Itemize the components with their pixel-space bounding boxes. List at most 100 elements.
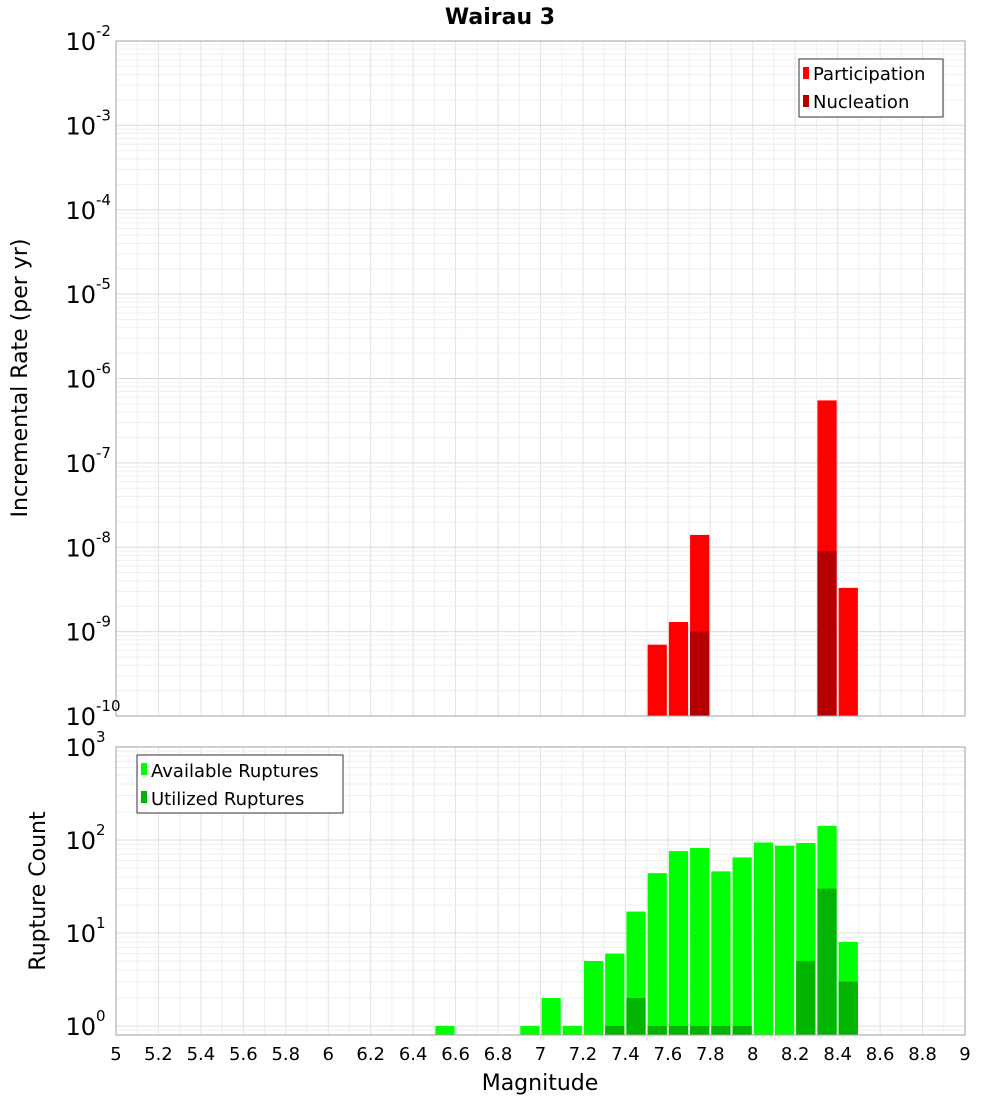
x-tick-label: 6.6: [441, 1044, 470, 1065]
x-tick-label: 6: [323, 1044, 334, 1065]
top-y-tick-label: 10 -2: [65, 22, 111, 56]
top-y-tick-label: 10 -3: [65, 106, 111, 140]
top-y-tick-exp: -3: [96, 106, 111, 124]
top-y-tick-label: 10 -10: [65, 697, 120, 731]
top-y-tick-exp: -10: [96, 697, 121, 715]
top-y-tick-exp: -5: [96, 275, 111, 293]
bottom-bar-available-ruptures: [605, 953, 625, 1035]
bottom-legend: Available Ruptures Utilized Ruptures: [136, 754, 344, 814]
bottom-bar-utilized-ruptures: [838, 981, 858, 1035]
top-y-tick-base: 10: [65, 281, 96, 309]
x-axis-label: Magnitude: [482, 1071, 599, 1096]
bottom-bar-utilized-ruptures: [605, 1025, 625, 1035]
top-y-tick-exp: -9: [96, 613, 111, 631]
nucleation-legend-swatch: [803, 95, 809, 107]
bottom-bar-utilized-ruptures: [732, 1025, 752, 1035]
bottom-bar-available-ruptures: [583, 960, 604, 1035]
bottom-bar-available-ruptures: [541, 997, 561, 1035]
top-y-tick-base: 10: [65, 619, 96, 647]
bottom-bar-utilized-ruptures: [647, 1025, 667, 1035]
x-tick-label: 5: [110, 1044, 121, 1065]
bottom-y-tick-exp: 1: [96, 914, 106, 932]
x-tick-label: 5.8: [271, 1044, 300, 1065]
bottom-legend-box: [136, 754, 344, 814]
bottom-bar-available-ruptures: [668, 851, 689, 1035]
top-y-tick-exp: -7: [96, 444, 111, 462]
x-tick-label: 8: [747, 1044, 758, 1065]
bottom-bar-available-ruptures: [562, 1025, 582, 1035]
top-bar-nucleation: [817, 551, 837, 716]
bottom-y-tick-exp: 0: [96, 1007, 106, 1025]
available-ruptures-legend-label: Available Ruptures: [151, 761, 319, 782]
participation-legend-label: Participation: [813, 64, 925, 85]
bottom-y-axis-label: Rupture Count: [26, 811, 51, 971]
participation-legend-swatch: [803, 67, 809, 79]
x-tick-label: 6.2: [356, 1044, 385, 1065]
top-y-tick-label: 10 -9: [65, 613, 111, 647]
x-tick-label: 7.4: [611, 1044, 640, 1065]
top-bar-participation: [838, 587, 858, 716]
bottom-y-tick-base: 10: [65, 920, 96, 948]
bottom-bar-available-ruptures: [732, 857, 752, 1035]
top-y-tick-base: 10: [65, 534, 96, 562]
bottom-bar-available-ruptures: [774, 845, 795, 1035]
top-legend-box: [798, 58, 944, 118]
top-y-tick-base: 10: [65, 112, 96, 140]
top-y-tick-exp: -2: [96, 22, 111, 40]
top-y-tick-label: 10 -8: [65, 528, 111, 562]
x-tick-label: 6.4: [399, 1044, 428, 1065]
top-y-tick-label: 10 -4: [65, 191, 111, 225]
x-tick-label: 7.2: [569, 1044, 598, 1065]
x-tick-label: 7: [535, 1044, 546, 1065]
x-tick-label: 8.4: [823, 1044, 852, 1065]
x-tick-label: 8.6: [866, 1044, 895, 1065]
bottom-y-tick-exp: 3: [96, 728, 106, 746]
chart-title: Wairau 3: [445, 5, 555, 30]
bottom-bar-available-ruptures: [711, 871, 731, 1035]
top-y-axis-label: Incremental Rate (per yr): [8, 239, 33, 518]
top-y-tick-label: 10 -7: [65, 444, 111, 478]
bottom-y-tick-base: 10: [65, 827, 96, 855]
top-y-tick-exp: -6: [96, 360, 111, 378]
top-y-tick-label: 10 -5: [65, 275, 111, 309]
bottom-y-tick-base: 10: [65, 1013, 96, 1041]
bottom-y-tick-label: 10 3: [65, 728, 105, 762]
bottom-bar-available-ruptures: [690, 848, 710, 1035]
top-y-tick-base: 10: [65, 450, 96, 478]
bottom-bar-utilized-ruptures: [796, 960, 816, 1035]
x-tick-label: 5.4: [187, 1044, 216, 1065]
bottom-bar-utilized-ruptures: [817, 888, 837, 1035]
top-bar-participation: [668, 622, 689, 716]
x-tick-label: 5.2: [144, 1044, 173, 1065]
top-y-tick-base: 10: [65, 703, 96, 731]
x-tick-label: 8.8: [908, 1044, 937, 1065]
top-y-tick-base: 10: [65, 28, 96, 56]
top-panel-bars: [647, 400, 858, 716]
x-tick-label: 7.6: [654, 1044, 683, 1065]
available-ruptures-legend-swatch: [141, 763, 147, 775]
bottom-bar-available-ruptures: [647, 873, 667, 1035]
x-tick-label: 8.2: [781, 1044, 810, 1065]
x-tick-label: 7.8: [696, 1044, 725, 1065]
bottom-y-tick-base: 10: [65, 734, 96, 762]
bottom-y-tick-label: 10 0: [65, 1007, 105, 1041]
bottom-bar-utilized-ruptures: [626, 997, 646, 1035]
top-y-tick-base: 10: [65, 197, 96, 225]
bottom-bar-available-ruptures: [435, 1025, 455, 1035]
bottom-bar-utilized-ruptures: [668, 1025, 689, 1035]
bottom-y-tick-label: 10 1: [65, 914, 105, 948]
bottom-plot-area: [115, 746, 966, 1036]
utilized-ruptures-legend-swatch: [141, 791, 147, 803]
utilized-ruptures-legend-label: Utilized Ruptures: [151, 789, 304, 810]
x-tick-label: 9: [959, 1044, 970, 1065]
top-panel-grid: [115, 40, 966, 717]
top-bar-participation: [647, 644, 667, 716]
top-bar-nucleation: [690, 631, 710, 716]
x-tick-label: 6.8: [484, 1044, 513, 1065]
bottom-y-tick-label: 10 2: [65, 821, 105, 855]
top-plot-area: [115, 40, 966, 717]
